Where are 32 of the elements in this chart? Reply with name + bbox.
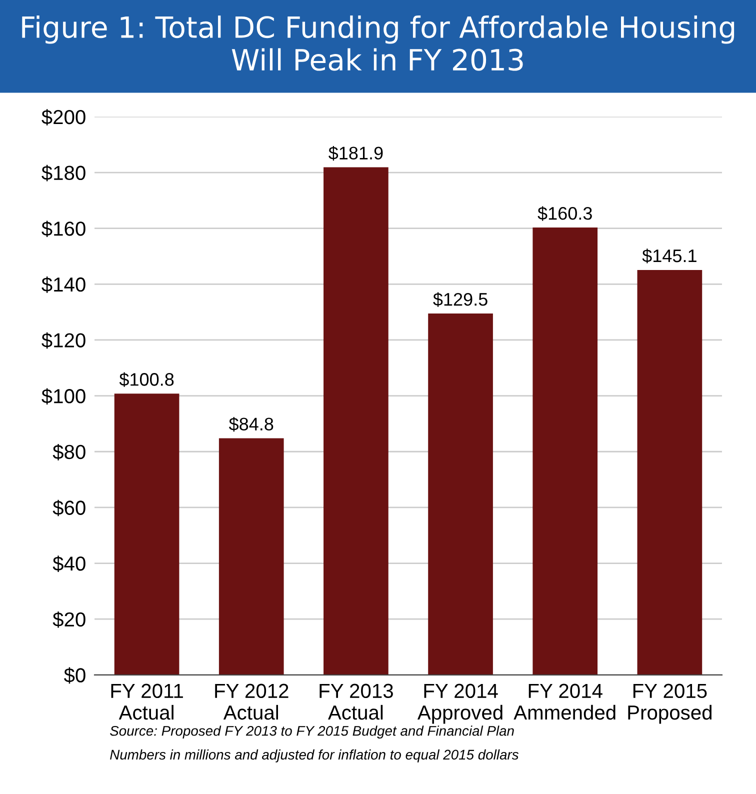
x-tick-label: FY 2013 Actual [320, 684, 393, 720]
bar [637, 270, 702, 675]
y-tick-label: $200 [42, 109, 86, 126]
x-tick-label: FY 2011 Actual [111, 684, 183, 720]
y-tick-label: $20 [52, 611, 86, 628]
data-label: $129.5 [433, 292, 488, 307]
x-tick-label: FY 2014 Ammended [514, 684, 616, 720]
text: Numbers in millions and adjusted for inflation to equal 2015 dollars [110, 749, 519, 762]
bar [114, 394, 180, 675]
bar [532, 228, 598, 675]
bar [324, 167, 388, 675]
y-tick-label: $60 [52, 500, 86, 516]
data-label: $100.8 [119, 372, 174, 387]
bar [428, 313, 493, 675]
y-tick-label: $80 [52, 444, 86, 460]
source-note: Source: Proposed FY 2013 to FY 2015 Budget and Financial Plan [110, 726, 514, 739]
x-tick-label: FY 2012 Actual [215, 684, 288, 720]
y-tick-label: $100 [42, 388, 86, 405]
data-label: $84.8 [228, 416, 274, 432]
y-tick-label: $120 [42, 332, 86, 349]
chart-title: Figure 1: Total DC Funding for Affordable Housing Will Peak in FY 2013 [22, 16, 734, 71]
y-tick-label: $140 [42, 276, 86, 293]
data-label: $181.9 [328, 146, 383, 161]
data-label: $145.1 [642, 248, 696, 264]
data-label: $160.3 [538, 206, 592, 221]
y-tick-label: $180 [42, 164, 86, 182]
x-tick-label: FY 2014 Approved [417, 684, 502, 724]
y-tick-label: $40 [52, 556, 86, 572]
x-tick-label: FY 2015 Proposed [628, 684, 712, 724]
y-tick-label: $160 [42, 220, 86, 238]
y-tick-label: $0 [64, 667, 86, 684]
bar [218, 438, 284, 675]
